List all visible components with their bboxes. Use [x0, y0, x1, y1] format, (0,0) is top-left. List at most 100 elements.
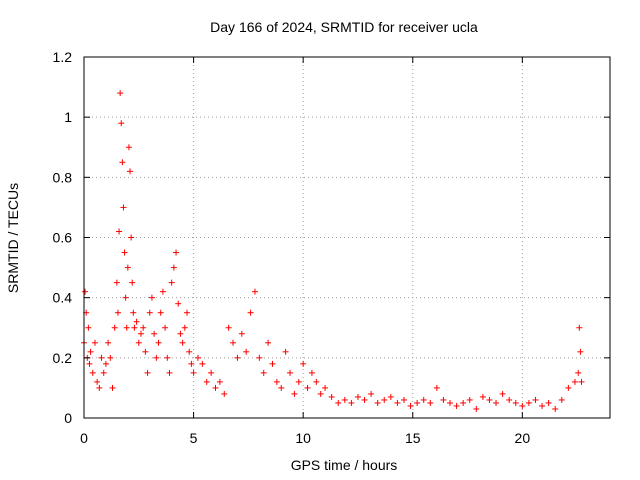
data-point: [407, 402, 414, 409]
data-point: [420, 396, 427, 403]
data-point: [374, 399, 381, 406]
data-point: [146, 309, 153, 316]
y-tick-label: 1: [64, 109, 72, 125]
data-point: [473, 405, 480, 412]
data-point: [400, 396, 407, 403]
data-point: [479, 393, 486, 400]
data-point: [130, 309, 137, 316]
data-point: [234, 354, 241, 361]
data-point: [184, 309, 191, 316]
data-point: [114, 309, 121, 316]
data-point: [273, 378, 280, 385]
data-point: [499, 390, 506, 397]
data-point: [519, 402, 526, 409]
data-point: [486, 396, 493, 403]
x-tick-label: 15: [405, 430, 421, 446]
data-point: [124, 264, 131, 271]
data-point: [199, 360, 206, 367]
data-point: [545, 399, 552, 406]
y-tick-label: 0: [64, 410, 72, 426]
data-point: [460, 399, 467, 406]
data-point: [82, 288, 89, 295]
y-tick-label: 0.2: [53, 350, 73, 366]
data-point: [287, 369, 294, 376]
data-point: [135, 339, 142, 346]
x-tick-label: 20: [515, 430, 531, 446]
data-point: [414, 399, 421, 406]
data-point: [525, 399, 532, 406]
data-point: [186, 348, 193, 355]
data-point: [109, 384, 116, 391]
x-tick-label: 5: [190, 430, 198, 446]
data-point: [578, 378, 585, 385]
x-axis: 0 5 10 15 20: [80, 57, 530, 446]
data-point: [247, 309, 254, 316]
data-point: [86, 360, 93, 367]
y-axis-label: SRMTID / TECUs: [5, 183, 21, 293]
data-point: [116, 228, 123, 235]
data-point: [433, 384, 440, 391]
data-point: [230, 339, 237, 346]
data-point: [100, 369, 107, 376]
data-point: [111, 324, 118, 331]
data-point: [188, 360, 195, 367]
data-point: [466, 396, 473, 403]
data-point: [539, 402, 546, 409]
data-point: [552, 405, 559, 412]
data-point: [216, 378, 223, 385]
y-tick-label: 0.4: [53, 290, 73, 306]
data-point: [212, 384, 219, 391]
data-point: [225, 324, 232, 331]
data-point: [194, 354, 201, 361]
data-point: [427, 399, 434, 406]
data-point: [361, 396, 368, 403]
data-point: [354, 393, 361, 400]
data-point: [440, 396, 447, 403]
data-point: [304, 384, 311, 391]
data-point: [181, 324, 188, 331]
data-point: [260, 369, 267, 376]
data-point: [190, 369, 197, 376]
data-point: [335, 399, 342, 406]
data-point: [94, 378, 101, 385]
data-point: [157, 309, 164, 316]
data-point: [265, 339, 272, 346]
data-point: [87, 348, 94, 355]
data-point: [159, 288, 166, 295]
data-point: [89, 369, 96, 376]
data-point: [125, 144, 132, 151]
data-point: [128, 234, 135, 241]
data-point: [577, 348, 584, 355]
data-point: [291, 390, 298, 397]
data-point: [121, 249, 128, 256]
data-point: [243, 348, 250, 355]
data-point: [129, 279, 136, 286]
data-point: [387, 393, 394, 400]
x-tick-label: 0: [80, 430, 88, 446]
data-points: [81, 90, 585, 412]
data-point: [166, 369, 173, 376]
x-axis-label: GPS time / hours: [291, 457, 398, 473]
data-point: [105, 339, 112, 346]
grid: [84, 57, 610, 418]
data-point: [177, 330, 184, 337]
data-point: [313, 378, 320, 385]
data-point: [238, 330, 245, 337]
data-point: [532, 396, 539, 403]
data-point: [85, 324, 92, 331]
data-point: [123, 324, 130, 331]
data-point: [447, 399, 454, 406]
data-point: [328, 393, 335, 400]
y-tick-label: 0.6: [53, 230, 73, 246]
data-point: [102, 360, 109, 367]
data-point: [164, 354, 171, 361]
data-point: [168, 279, 175, 286]
x-tick-label: 10: [295, 430, 311, 446]
data-point: [565, 384, 572, 391]
data-point: [317, 390, 324, 397]
data-point: [203, 378, 210, 385]
data-point: [221, 390, 228, 397]
data-point: [151, 330, 158, 337]
data-point: [127, 168, 134, 175]
